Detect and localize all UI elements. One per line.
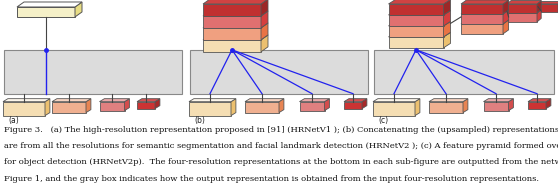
Polygon shape	[444, 32, 450, 48]
Polygon shape	[538, 4, 558, 12]
Polygon shape	[444, 0, 450, 15]
Polygon shape	[261, 11, 268, 28]
Polygon shape	[528, 99, 551, 102]
Polygon shape	[261, 0, 268, 16]
Text: Figure 1, and the gray box indicates how the output representation is obtained f: Figure 1, and the gray box indicates how…	[4, 175, 539, 183]
Polygon shape	[99, 102, 124, 111]
Polygon shape	[189, 102, 231, 116]
Polygon shape	[461, 0, 508, 4]
Polygon shape	[444, 21, 450, 37]
Text: (b): (b)	[194, 116, 205, 125]
Polygon shape	[3, 99, 50, 102]
Polygon shape	[503, 0, 508, 14]
Polygon shape	[52, 102, 86, 113]
Polygon shape	[508, 99, 513, 111]
Polygon shape	[388, 10, 450, 15]
Polygon shape	[279, 99, 284, 113]
Polygon shape	[300, 102, 325, 111]
Polygon shape	[388, 37, 444, 48]
Polygon shape	[261, 23, 268, 40]
Polygon shape	[388, 15, 444, 26]
Polygon shape	[17, 7, 75, 17]
Polygon shape	[344, 102, 362, 109]
Text: are from all the resolutions for semantic segmentation and facial landmark detec: are from all the resolutions for semanti…	[4, 142, 558, 150]
Polygon shape	[507, 1, 541, 4]
Polygon shape	[245, 102, 279, 113]
Polygon shape	[537, 9, 541, 22]
Polygon shape	[429, 99, 468, 102]
Polygon shape	[203, 23, 268, 28]
Polygon shape	[388, 26, 444, 37]
Polygon shape	[415, 99, 420, 116]
Polygon shape	[99, 99, 129, 102]
Polygon shape	[546, 99, 551, 109]
Polygon shape	[325, 99, 329, 111]
Polygon shape	[461, 14, 503, 24]
Polygon shape	[429, 102, 463, 113]
Polygon shape	[537, 1, 541, 13]
Polygon shape	[461, 10, 508, 14]
Polygon shape	[507, 9, 541, 13]
Polygon shape	[75, 2, 82, 17]
Polygon shape	[203, 35, 268, 40]
Bar	[374, 50, 554, 94]
Polygon shape	[388, 21, 450, 26]
Polygon shape	[483, 102, 508, 111]
Polygon shape	[538, 2, 558, 4]
Polygon shape	[461, 24, 503, 34]
Bar	[4, 50, 182, 94]
Polygon shape	[203, 0, 268, 4]
Polygon shape	[388, 32, 450, 37]
Polygon shape	[45, 99, 50, 116]
Polygon shape	[203, 11, 268, 16]
Polygon shape	[17, 2, 82, 7]
Polygon shape	[203, 4, 261, 16]
Polygon shape	[137, 102, 155, 109]
Polygon shape	[463, 99, 468, 113]
Polygon shape	[461, 4, 503, 14]
Polygon shape	[503, 20, 508, 34]
Polygon shape	[155, 99, 160, 109]
Polygon shape	[507, 13, 537, 22]
Polygon shape	[52, 99, 91, 102]
Polygon shape	[137, 99, 160, 102]
Polygon shape	[388, 4, 444, 15]
Text: for object detection (HRNetV2p).  The four-resolution representations at the bot: for object detection (HRNetV2p). The fou…	[4, 158, 558, 166]
Polygon shape	[362, 99, 367, 109]
Polygon shape	[461, 20, 508, 24]
Polygon shape	[3, 102, 45, 116]
Polygon shape	[189, 99, 236, 102]
Polygon shape	[483, 99, 513, 102]
Polygon shape	[231, 99, 236, 116]
Polygon shape	[300, 99, 329, 102]
Polygon shape	[444, 10, 450, 26]
Polygon shape	[261, 35, 268, 52]
Polygon shape	[373, 99, 420, 102]
Polygon shape	[344, 99, 367, 102]
Polygon shape	[507, 4, 537, 13]
Polygon shape	[388, 0, 450, 4]
Polygon shape	[373, 102, 415, 116]
Text: (a): (a)	[8, 116, 19, 125]
Polygon shape	[528, 102, 546, 109]
Polygon shape	[203, 40, 261, 52]
Polygon shape	[203, 16, 261, 28]
Bar	[190, 50, 368, 94]
Polygon shape	[245, 99, 284, 102]
Text: (c): (c)	[378, 116, 388, 125]
Polygon shape	[86, 99, 91, 113]
Polygon shape	[124, 99, 129, 111]
Text: Figure 3.   (a) The high-resolution representation proposed in [91] (HRNetV1 ); : Figure 3. (a) The high-resolution repres…	[4, 126, 558, 134]
Polygon shape	[503, 10, 508, 24]
Polygon shape	[203, 28, 261, 40]
